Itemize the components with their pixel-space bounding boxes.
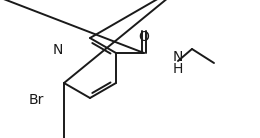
Text: N
H: N H (173, 50, 183, 76)
Text: N: N (53, 43, 63, 57)
Text: O: O (139, 30, 150, 43)
Text: Br: Br (29, 93, 44, 107)
